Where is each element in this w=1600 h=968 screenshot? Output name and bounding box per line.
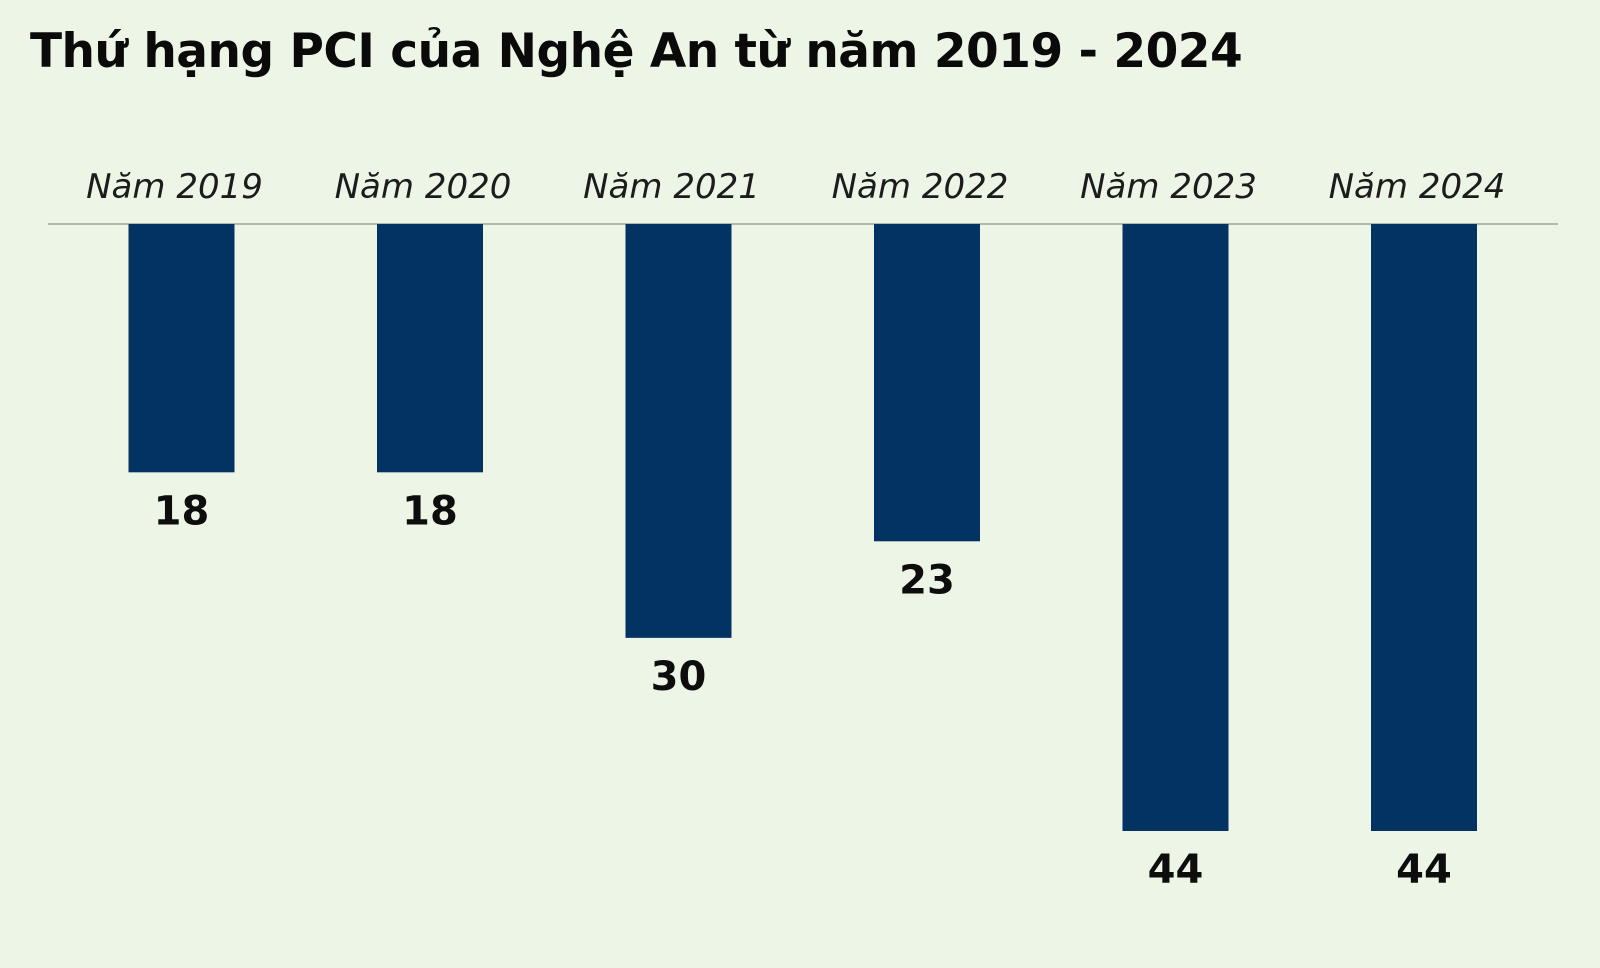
data-label: 23 bbox=[899, 557, 955, 603]
data-label: 30 bbox=[651, 654, 707, 700]
x-tick-label: Năm 2019 bbox=[86, 167, 263, 207]
x-tick-label: Năm 2023 bbox=[1080, 167, 1257, 207]
chart-title: Thứ hạng PCI của Nghệ An từ năm 2019 - 2… bbox=[30, 24, 1243, 79]
bar-2 bbox=[377, 224, 483, 473]
value-labels-layer: 18 18 30 23 44 44 bbox=[154, 488, 1452, 893]
x-tick-label: Năm 2021 bbox=[583, 167, 760, 207]
tick-labels-layer: Năm 2019 Năm 2020 Năm 2021 Năm 2022 Năm 2023… bbox=[86, 167, 1505, 207]
bar-6 bbox=[1371, 224, 1477, 831]
x-tick-label: Năm 2024 bbox=[1329, 167, 1506, 207]
bars-layer bbox=[128, 224, 1477, 831]
bar-5 bbox=[1122, 224, 1229, 831]
bar-1 bbox=[128, 224, 235, 473]
x-tick-label: Năm 2020 bbox=[335, 167, 512, 207]
x-tick-label: Năm 2022 bbox=[832, 167, 1009, 207]
data-label: 44 bbox=[1148, 847, 1204, 893]
data-label: 18 bbox=[154, 488, 210, 534]
data-label: 44 bbox=[1396, 847, 1452, 893]
data-label: 18 bbox=[402, 488, 458, 534]
bar-4 bbox=[874, 224, 980, 542]
bar-3 bbox=[625, 224, 732, 638]
